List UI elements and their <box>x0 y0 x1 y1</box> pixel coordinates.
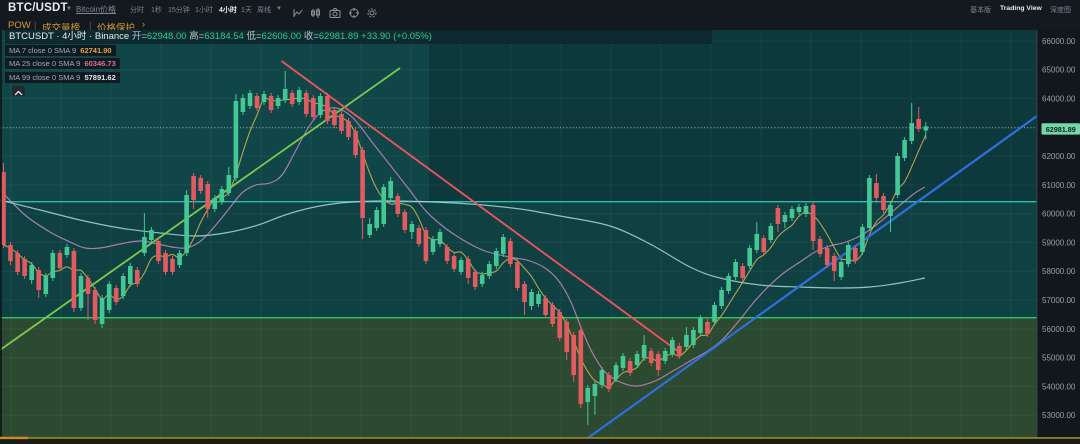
svg-text:65000.00: 65000.00 <box>1042 66 1076 75</box>
svg-text:62000.00: 62000.00 <box>1042 152 1076 161</box>
svg-text:57000.00: 57000.00 <box>1042 296 1076 305</box>
svg-text:60000.00: 60000.00 <box>1042 210 1076 219</box>
svg-text:54000.00: 54000.00 <box>1042 382 1076 391</box>
svg-text:61000.00: 61000.00 <box>1042 181 1076 190</box>
svg-text:56000.00: 56000.00 <box>1042 325 1076 334</box>
svg-text:59000.00: 59000.00 <box>1042 238 1076 247</box>
svg-text:64000.00: 64000.00 <box>1042 94 1076 103</box>
svg-text:66000.00: 66000.00 <box>1042 37 1076 46</box>
svg-text:58000.00: 58000.00 <box>1042 267 1076 276</box>
svg-text:55000.00: 55000.00 <box>1042 354 1076 363</box>
svg-text:62981.89: 62981.89 <box>1046 125 1076 134</box>
svg-text:53000.00: 53000.00 <box>1042 411 1076 420</box>
